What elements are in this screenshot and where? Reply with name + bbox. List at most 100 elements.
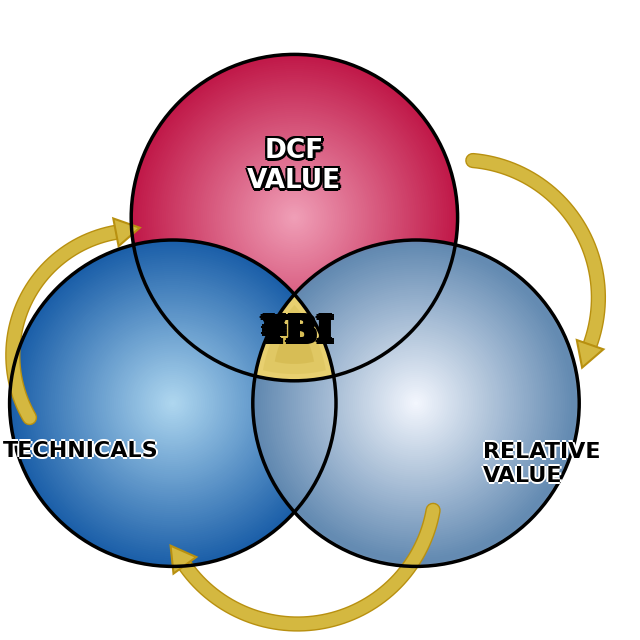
Circle shape (387, 374, 445, 432)
Circle shape (255, 242, 577, 564)
Circle shape (292, 279, 540, 527)
Circle shape (171, 401, 175, 405)
Circle shape (332, 319, 500, 487)
Text: TECHNICALS: TECHNICALS (3, 439, 159, 460)
Circle shape (229, 152, 360, 283)
Circle shape (161, 391, 185, 415)
Circle shape (300, 287, 532, 520)
Circle shape (269, 257, 563, 550)
Circle shape (271, 259, 561, 548)
Circle shape (400, 387, 433, 420)
Circle shape (124, 355, 222, 452)
Text: DCF
VALUE: DCF VALUE (249, 136, 344, 193)
Circle shape (337, 324, 495, 483)
Circle shape (223, 146, 366, 289)
Text: RELATIVE
VALUE: RELATIVE VALUE (483, 440, 601, 484)
Circle shape (159, 389, 187, 417)
Text: RELATIVE
VALUE: RELATIVE VALUE (483, 444, 601, 488)
Circle shape (131, 54, 458, 381)
Circle shape (233, 156, 356, 279)
Circle shape (140, 371, 205, 436)
Circle shape (260, 183, 329, 252)
Text: DCF
VALUE: DCF VALUE (245, 140, 340, 196)
Circle shape (383, 371, 449, 436)
Circle shape (267, 254, 565, 552)
Circle shape (182, 106, 406, 330)
Circle shape (133, 56, 456, 379)
Circle shape (253, 240, 579, 566)
Circle shape (369, 356, 463, 450)
Circle shape (377, 364, 455, 442)
Circle shape (227, 150, 362, 285)
Circle shape (278, 202, 311, 234)
Circle shape (26, 257, 320, 550)
Circle shape (101, 332, 244, 475)
Circle shape (306, 293, 526, 513)
Circle shape (111, 342, 234, 465)
Circle shape (363, 350, 469, 456)
Circle shape (49, 279, 297, 527)
Circle shape (52, 283, 293, 524)
Circle shape (142, 372, 204, 434)
Circle shape (59, 289, 287, 517)
Circle shape (178, 101, 411, 334)
Circle shape (314, 301, 518, 505)
Circle shape (22, 252, 324, 554)
Circle shape (150, 381, 195, 426)
Circle shape (274, 197, 315, 238)
Circle shape (68, 299, 277, 508)
Circle shape (385, 372, 447, 434)
Text: TECHNICALS: TECHNICALS (5, 441, 161, 461)
Circle shape (277, 264, 555, 542)
Circle shape (265, 252, 567, 554)
Circle shape (279, 266, 553, 540)
Circle shape (186, 109, 403, 326)
Circle shape (77, 307, 269, 499)
Circle shape (144, 374, 202, 432)
Circle shape (316, 303, 516, 503)
Circle shape (246, 169, 344, 267)
Circle shape (359, 346, 473, 460)
Circle shape (380, 367, 452, 440)
Circle shape (128, 358, 218, 448)
Circle shape (169, 399, 177, 407)
Circle shape (253, 177, 335, 259)
Circle shape (160, 83, 429, 352)
Circle shape (209, 132, 380, 303)
Circle shape (330, 317, 502, 489)
Circle shape (273, 260, 559, 546)
Circle shape (390, 377, 442, 429)
Circle shape (286, 209, 303, 226)
Circle shape (397, 385, 435, 422)
Circle shape (190, 113, 399, 322)
Circle shape (75, 305, 271, 501)
Circle shape (126, 356, 220, 450)
Circle shape (412, 399, 420, 407)
Circle shape (288, 211, 301, 224)
Circle shape (328, 316, 504, 491)
Circle shape (157, 387, 189, 420)
Circle shape (67, 297, 279, 509)
Circle shape (81, 312, 264, 495)
Circle shape (73, 303, 273, 503)
Circle shape (255, 179, 333, 257)
Circle shape (108, 338, 238, 468)
Circle shape (65, 295, 281, 511)
Circle shape (46, 276, 300, 530)
Circle shape (392, 379, 440, 428)
Circle shape (326, 314, 506, 493)
Circle shape (250, 173, 339, 262)
Text: DCF
VALUE: DCF VALUE (247, 141, 342, 197)
Text: ¥BI: ¥BI (259, 315, 332, 349)
Circle shape (154, 77, 435, 358)
Circle shape (396, 383, 436, 424)
Text: DCF
VALUE: DCF VALUE (247, 138, 342, 195)
Circle shape (176, 99, 413, 336)
Circle shape (373, 360, 459, 446)
Circle shape (335, 322, 498, 485)
Circle shape (349, 336, 483, 470)
Circle shape (298, 285, 534, 522)
Circle shape (207, 130, 382, 305)
Circle shape (145, 68, 444, 367)
Polygon shape (171, 546, 196, 573)
